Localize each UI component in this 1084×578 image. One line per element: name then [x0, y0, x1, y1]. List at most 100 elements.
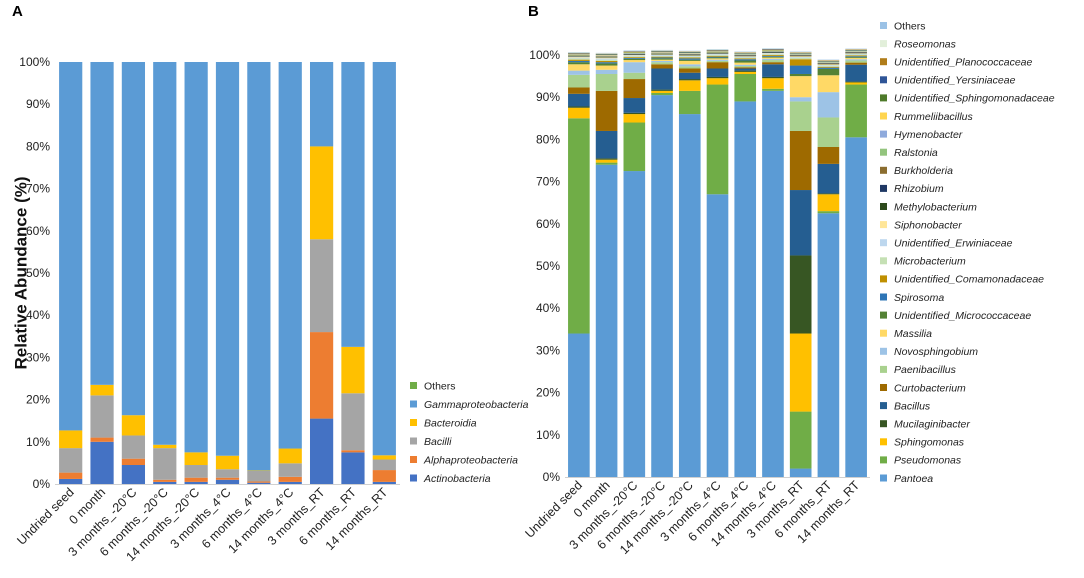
bar-segment: [623, 62, 646, 73]
bar-segment: [623, 114, 646, 123]
legend-swatch: [880, 365, 887, 373]
bar-segment: [789, 76, 812, 98]
bar-segment: [817, 213, 840, 477]
bar-segment: [309, 239, 334, 333]
y-tick-label: 60%: [536, 217, 560, 231]
bar-segment: [309, 146, 334, 240]
bar-segment: [247, 470, 271, 482]
bar-segment: [789, 333, 812, 412]
panel-label: A: [12, 3, 23, 20]
bar-segment: [845, 62, 867, 65]
bar-segment: [706, 78, 729, 85]
bar-segment: [651, 95, 673, 477]
bar-segment: [651, 90, 673, 93]
bar-segment: [247, 62, 271, 471]
bar-stack: [762, 48, 784, 478]
bar-stack: [789, 51, 812, 477]
bar-segment: [568, 59, 590, 61]
bar-segment: [184, 481, 208, 484]
y-axis-label: Relative Abundance (%): [11, 176, 30, 369]
legend-label: Unidentified_Comamonadaceae: [894, 274, 1044, 286]
bar-stack: [153, 62, 177, 484]
bar-segment: [845, 57, 867, 58]
bar-segment: [595, 59, 618, 61]
bar-segment: [678, 90, 701, 115]
bar-segment: [734, 65, 757, 68]
y-tick-label: 20%: [536, 386, 560, 400]
bar-segment: [845, 60, 867, 63]
legend-swatch: [880, 438, 887, 446]
bar-stack: [90, 62, 114, 484]
bar-segment: [215, 479, 240, 484]
y-tick-label: 70%: [26, 182, 50, 196]
bar-segment: [789, 411, 812, 469]
legend: Actinobacteria Alphaproteobacteria Bacilli…: [410, 380, 529, 485]
bar-segment: [845, 55, 867, 57]
bar-stack: [247, 62, 271, 484]
bar-segment: [651, 55, 673, 57]
legend-label: Rhizobium: [894, 183, 944, 195]
bar-segment: [706, 194, 729, 477]
bar-segment: [762, 88, 784, 91]
legend-label: Others: [894, 20, 926, 32]
bar-segment: [623, 55, 646, 57]
bar-segment: [59, 478, 83, 484]
bar-segment: [817, 68, 840, 76]
bar-segment: [651, 92, 673, 96]
y-tick-label: 50%: [536, 259, 560, 273]
bar-segment: [734, 59, 757, 61]
bar-segment: [595, 65, 618, 70]
bar-segment: [184, 62, 208, 453]
bar-segment: [734, 68, 757, 71]
y-tick-label: 0%: [543, 470, 561, 484]
bar-segment: [623, 58, 646, 61]
bar-segment: [595, 159, 618, 163]
bar-segment: [568, 333, 590, 477]
bar-segment: [651, 60, 673, 63]
bar-segment: [734, 101, 757, 478]
bar-segment: [247, 482, 271, 484]
bar-segment: [734, 71, 757, 74]
bar-stack: [623, 50, 646, 478]
bar-segment: [706, 62, 729, 69]
bar-segment: [341, 346, 365, 394]
legend-swatch: [880, 329, 887, 337]
bar-segment: [215, 455, 240, 470]
bar-segment: [568, 106, 590, 108]
bar-segment: [678, 59, 701, 61]
bar-segment: [651, 89, 673, 91]
bar-segment: [845, 81, 867, 83]
bar-segment: [817, 194, 840, 212]
bar-stack: [59, 62, 83, 484]
bar-stack: [184, 62, 208, 484]
bar-segment: [762, 78, 784, 89]
bar-segment: [817, 65, 840, 67]
bar-segment: [706, 59, 729, 61]
legend-label: Unidentified_Planococcaceae: [894, 57, 1033, 69]
legend-swatch: [880, 148, 887, 156]
bar-segment: [678, 114, 701, 477]
legend-label: Paenibacillus: [894, 364, 957, 376]
bar-segment: [568, 64, 590, 71]
legend-swatch: [880, 112, 887, 120]
bar-segment: [845, 54, 867, 56]
bar-stack: [309, 62, 334, 484]
bar-segment: [153, 481, 177, 484]
bar-segment: [623, 112, 646, 115]
bar-segment: [762, 62, 784, 65]
bar-segment: [651, 62, 673, 65]
bar-segment: [595, 164, 618, 477]
bar-segment: [595, 62, 618, 64]
bar-segment: [341, 393, 365, 451]
y-tick-label: 90%: [536, 90, 560, 104]
bar-segment: [817, 163, 840, 194]
legend-swatch: [880, 347, 887, 355]
legend-swatch: [880, 40, 887, 48]
bar-segment: [678, 55, 701, 57]
bar-segment: [215, 469, 240, 478]
legend-swatch: [880, 293, 887, 301]
bar-segment: [789, 73, 812, 77]
bar-segment: [184, 452, 208, 466]
bar-segment: [845, 53, 867, 55]
bar-segment: [121, 465, 146, 484]
